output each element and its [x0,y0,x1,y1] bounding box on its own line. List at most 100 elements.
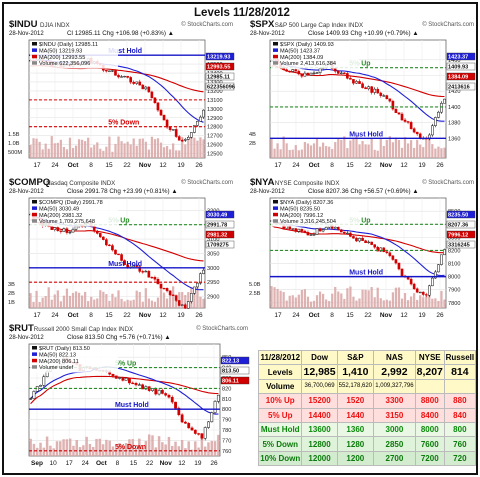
nya-candle [346,232,349,235]
compq-volume-bar [44,295,47,308]
spx-candle [443,98,446,104]
spx-volume-bar [419,144,422,158]
indu-volume-bar [93,145,96,158]
nya-value-tag [446,230,476,239]
compq-volume-bar [147,298,150,308]
indu-y-tick-label: 12900 [207,116,223,122]
spx-volume-bar [406,143,410,158]
nya-volume-bar [337,291,340,308]
spx-date: 28-Nov-2012 [250,31,285,37]
rut-volume-bar [151,435,154,456]
indu-volume-bar [35,138,38,158]
rut-candle [128,377,131,384]
nya-volume-bar [325,299,328,308]
rut-candle [151,388,154,391]
spx-x-tick-label: 24 [292,162,300,169]
indu-volume-bar [29,144,32,158]
rut-volume-bar [91,446,95,456]
indu-volume-bar [117,136,120,158]
compq-volume-bar [111,293,114,308]
indu-candle [174,129,178,137]
rut-value-tag-text: 822.13 [222,359,239,365]
spx-volume-bar [282,136,285,158]
indu-volume-bar [111,151,114,158]
spx-candle [412,128,416,133]
indu-candle [150,91,154,99]
indu-volume-bar [87,137,90,158]
nya-volume-bar [276,288,279,308]
indu-chart-panel: $INDU DJIA INDX © StockCharts.com 28-Nov-2… [7,18,235,174]
summary-date: 11/28/2012 [257,349,303,366]
indu-candle [144,86,148,90]
compq-volume-bar [32,301,35,308]
nya-volume-bar [376,287,379,308]
rut-volume-bar [98,438,102,456]
compq-x-tick-label: 15 [105,312,113,319]
spx-candle [367,86,370,90]
compq-volume-bar [47,287,50,308]
summary-col-sp: S&P [336,349,375,366]
indu-candle [126,75,129,78]
compq-legend-swatch [32,212,37,217]
spx-legend-swatch [273,54,278,59]
indu-volume-bar [56,142,59,158]
rut-x-tick-label: 8 [116,460,120,467]
compq-volume-bar [138,291,141,308]
indu-candle [196,120,199,126]
rut-x-tick-label: Oct [96,460,108,467]
indu-volume-bar [80,139,84,158]
compq-volume-tick: 2B [8,291,15,297]
indu-volume-bar [150,136,154,158]
nya-volume-tick: 5.0B [249,282,261,288]
indu-candle [180,140,184,142]
rut-candle [121,377,125,381]
rut-candle [114,375,118,379]
nya-value-tag-text: 8207.36 [448,223,468,229]
compq-candle [141,271,145,273]
compq-candle [193,286,196,294]
compq-candle [177,300,181,306]
indu-volume-bar [53,143,56,158]
rut-x-tick-label: 12 [178,460,186,467]
compq-volume-bar [193,293,196,308]
spx-volume-bar [358,144,361,158]
rut-candle [39,385,42,387]
compq-index-name: Nasdaq Composite INDX [46,180,115,187]
indu-legend-swatch [32,54,37,59]
indu-candle [168,126,172,130]
indu-volume-bar [162,147,166,158]
indu-volume-bar [44,143,47,158]
indu-volume-bar [74,145,78,158]
indu-candle [171,129,175,131]
rut-volume-bar [75,440,78,456]
nya-volume-bar [297,294,300,308]
rut-volume-bar [72,445,75,456]
indu-value-tag-text: 12993.55 [207,65,230,71]
compq-volume-bar [196,287,199,308]
compq-volume-bar [150,300,154,308]
rut-candle [137,384,141,386]
indu-volume-bar [32,138,35,158]
spx-volume-bar [440,148,443,158]
nya-candle [379,247,383,252]
rut-candle [118,377,121,379]
spx-candle [349,78,352,80]
compq-x-tick-label: 12 [159,312,167,319]
compq-candle [171,294,175,296]
nya-candle [388,252,392,257]
rut-volume-bar [121,446,125,456]
rut-y-tick-label: 810 [222,397,231,403]
indu-candle [156,102,160,111]
indu-volume-bar [47,148,50,158]
indu-volume-bar [84,141,87,158]
spx-legend-swatch [273,42,278,46]
compq-volume-bar [159,289,163,308]
rut-candle [164,393,168,396]
rut-value-tag-text: 806.11 [222,379,239,385]
compq-value-tag [205,220,235,229]
spx-volume-bar [391,142,395,158]
compq-volume-bar [41,297,44,308]
indu-candle [162,114,166,121]
